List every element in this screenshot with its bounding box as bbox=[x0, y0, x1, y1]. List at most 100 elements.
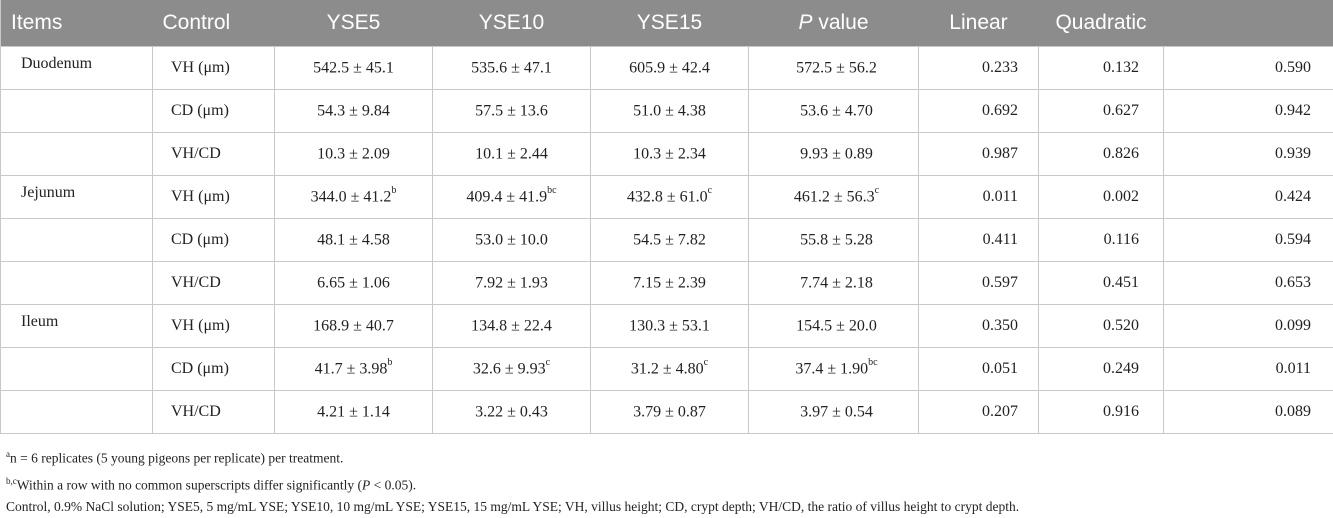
cell-linear: 0.916 bbox=[1039, 390, 1164, 433]
cell-quadratic: 0.594 bbox=[1164, 218, 1333, 261]
cell-yse10-value: 605.9 ± 42.4 bbox=[629, 59, 710, 76]
cell-yse5-value: 53.0 ± 10.0 bbox=[475, 231, 548, 248]
cell-quadratic: 0.942 bbox=[1164, 89, 1333, 132]
cell-item bbox=[1, 390, 153, 433]
cell-yse5: 535.6 ± 47.1 bbox=[433, 46, 591, 89]
cell-yse5-value: 535.6 ± 47.1 bbox=[471, 59, 552, 76]
cell-yse15-value: 7.74 ± 2.18 bbox=[800, 274, 873, 291]
cell-yse15: 3.97 ± 0.54 bbox=[749, 390, 919, 433]
results-table: Items Control YSE5 YSE10 YSE15 P value L… bbox=[0, 0, 1333, 434]
cell-yse10: 432.8 ± 61.0c bbox=[591, 175, 749, 218]
cell-yse5-value: 3.22 ± 0.43 bbox=[475, 403, 548, 420]
cell-control: 6.65 ± 1.06 bbox=[275, 261, 433, 304]
cell-quadratic: 0.011 bbox=[1164, 347, 1333, 390]
cell-control-superscript: b bbox=[391, 185, 396, 196]
cell-linear: 0.520 bbox=[1039, 304, 1164, 347]
cell-linear: 0.451 bbox=[1039, 261, 1164, 304]
cell-linear: 0.627 bbox=[1039, 89, 1164, 132]
cell-yse15-value: 53.6 ± 4.70 bbox=[800, 102, 873, 119]
cell-yse10: 51.0 ± 4.38 bbox=[591, 89, 749, 132]
cell-parameter: VH (μm) bbox=[153, 46, 275, 89]
header-quadratic: Quadratic bbox=[1039, 0, 1164, 46]
cell-yse15-value: 9.93 ± 0.89 bbox=[800, 145, 873, 162]
cell-p-value: 0.051 bbox=[919, 347, 1039, 390]
cell-yse5-value: 7.92 ± 1.93 bbox=[475, 274, 548, 291]
cell-control: 344.0 ± 41.2b bbox=[275, 175, 433, 218]
cell-yse15: 53.6 ± 4.70 bbox=[749, 89, 919, 132]
cell-control: 10.3 ± 2.09 bbox=[275, 132, 433, 175]
cell-yse5-value: 409.4 ± 41.9 bbox=[466, 188, 547, 205]
footnote-a-text: n = 6 replicates (5 young pigeons per re… bbox=[10, 451, 343, 466]
cell-p-value: 0.597 bbox=[919, 261, 1039, 304]
cell-yse15-superscript: c bbox=[875, 185, 879, 196]
cell-yse10-value: 7.15 ± 2.39 bbox=[633, 274, 706, 291]
header-yse10: YSE10 bbox=[433, 0, 591, 46]
cell-control-value: 10.3 ± 2.09 bbox=[317, 145, 390, 162]
cell-yse10-superscript: c bbox=[708, 185, 712, 196]
header-extra bbox=[1164, 0, 1333, 46]
header-yse5: YSE5 bbox=[275, 0, 433, 46]
cell-yse15: 7.74 ± 2.18 bbox=[749, 261, 919, 304]
header-control: Control bbox=[153, 0, 275, 46]
cell-quadratic: 0.653 bbox=[1164, 261, 1333, 304]
cell-yse15: 37.4 ± 1.90bc bbox=[749, 347, 919, 390]
cell-control-value: 168.9 ± 40.7 bbox=[313, 317, 394, 334]
cell-yse10-superscript: c bbox=[704, 357, 708, 368]
cell-control-value: 344.0 ± 41.2 bbox=[311, 188, 392, 205]
cell-yse10-value: 3.79 ± 0.87 bbox=[633, 403, 706, 420]
header-p-value-label: value bbox=[818, 11, 868, 34]
cell-parameter: VH/CD bbox=[153, 261, 275, 304]
cell-control-value: 48.1 ± 4.58 bbox=[317, 231, 390, 248]
cell-linear: 0.249 bbox=[1039, 347, 1164, 390]
cell-p-value: 0.233 bbox=[919, 46, 1039, 89]
cell-yse5: 409.4 ± 41.9bc bbox=[433, 175, 591, 218]
footnote-a: an = 6 replicates (5 young pigeons per r… bbox=[6, 443, 1019, 470]
cell-quadratic: 0.590 bbox=[1164, 46, 1333, 89]
cell-yse5-value: 10.1 ± 2.44 bbox=[475, 145, 548, 162]
cell-yse5: 53.0 ± 10.0 bbox=[433, 218, 591, 261]
cell-yse15-value: 154.5 ± 20.0 bbox=[796, 317, 877, 334]
header-row: Items Control YSE5 YSE10 YSE15 P value L… bbox=[1, 0, 1333, 46]
cell-yse10-value: 432.8 ± 61.0 bbox=[627, 188, 708, 205]
header-p-italic: P bbox=[798, 11, 812, 34]
cell-item bbox=[1, 132, 153, 175]
cell-control-value: 4.21 ± 1.14 bbox=[317, 403, 390, 420]
cell-parameter: VH/CD bbox=[153, 390, 275, 433]
cell-p-value: 0.350 bbox=[919, 304, 1039, 347]
cell-yse10: 3.79 ± 0.87 bbox=[591, 390, 749, 433]
cell-yse10-value: 54.5 ± 7.82 bbox=[633, 231, 706, 248]
cell-linear: 0.116 bbox=[1039, 218, 1164, 261]
cell-yse15: 461.2 ± 56.3c bbox=[749, 175, 919, 218]
table-header: Items Control YSE5 YSE10 YSE15 P value L… bbox=[1, 0, 1333, 46]
footnote-bc-marker: b,c bbox=[6, 476, 17, 486]
header-yse15: YSE15 bbox=[591, 0, 749, 46]
cell-item bbox=[1, 89, 153, 132]
cell-yse15: 154.5 ± 20.0 bbox=[749, 304, 919, 347]
cell-item: Jejunum bbox=[1, 175, 153, 218]
cell-yse10: 7.15 ± 2.39 bbox=[591, 261, 749, 304]
cell-yse15-value: 37.4 ± 1.90 bbox=[795, 360, 868, 377]
cell-control-value: 54.3 ± 9.84 bbox=[317, 102, 390, 119]
cell-yse15: 572.5 ± 56.2 bbox=[749, 46, 919, 89]
results-table-wrapper: Items Control YSE5 YSE10 YSE15 P value L… bbox=[0, 0, 1333, 434]
header-p-value: P value bbox=[749, 0, 919, 46]
cell-yse10-value: 51.0 ± 4.38 bbox=[633, 102, 706, 119]
cell-yse10: 54.5 ± 7.82 bbox=[591, 218, 749, 261]
cell-linear: 0.002 bbox=[1039, 175, 1164, 218]
cell-quadratic: 0.424 bbox=[1164, 175, 1333, 218]
cell-yse10-value: 31.2 ± 4.80 bbox=[631, 360, 704, 377]
header-linear: Linear bbox=[919, 0, 1039, 46]
cell-yse15: 9.93 ± 0.89 bbox=[749, 132, 919, 175]
cell-p-value: 0.987 bbox=[919, 132, 1039, 175]
cell-item bbox=[1, 347, 153, 390]
header-items: Items bbox=[1, 0, 153, 46]
cell-control: 48.1 ± 4.58 bbox=[275, 218, 433, 261]
cell-yse5: 10.1 ± 2.44 bbox=[433, 132, 591, 175]
cell-p-value: 0.411 bbox=[919, 218, 1039, 261]
